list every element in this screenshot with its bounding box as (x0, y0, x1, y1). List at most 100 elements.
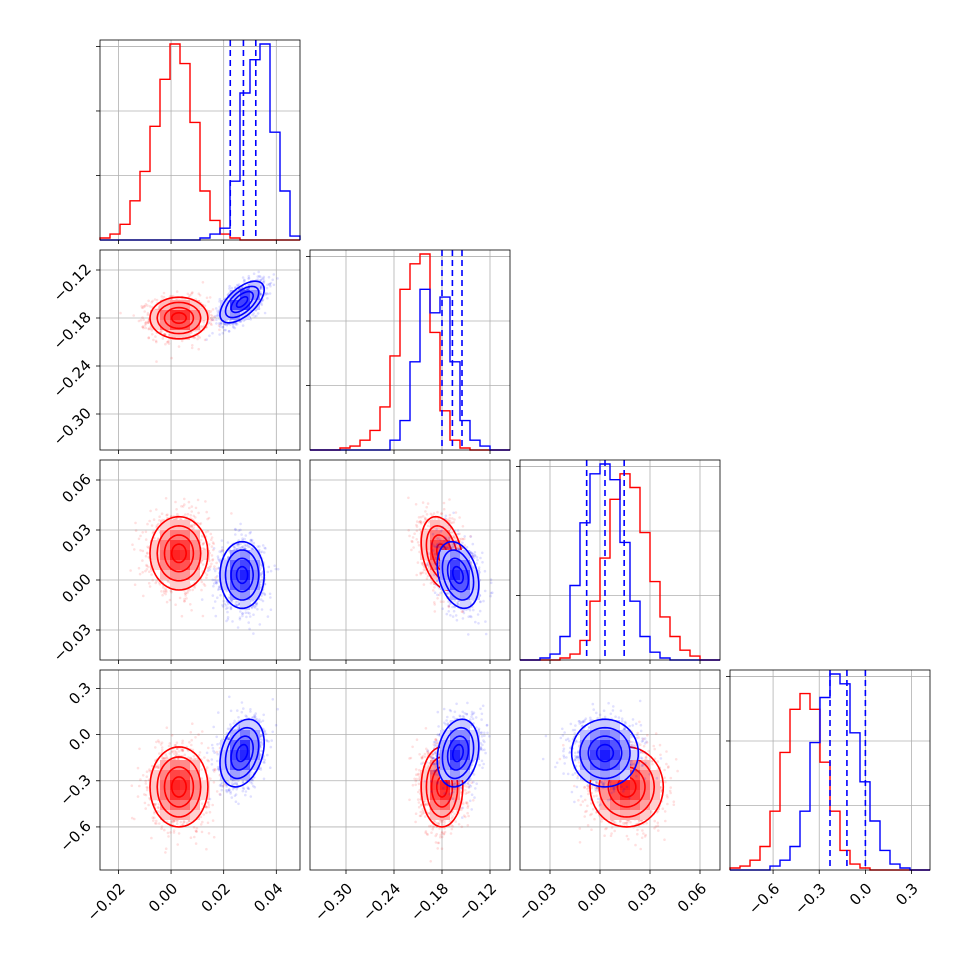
scatter-point (223, 602, 227, 606)
scatter-point (451, 517, 454, 520)
scatter-point (269, 596, 272, 599)
scatter-point (176, 512, 179, 516)
scatter-point (142, 304, 146, 308)
scatter-point (203, 584, 207, 587)
scatter-point (143, 324, 147, 327)
scatter-point (433, 586, 436, 589)
scatter-point (240, 546, 243, 549)
scatter-point (211, 559, 214, 562)
scatter-point (205, 576, 208, 579)
scatter-point (210, 538, 213, 541)
scatter-point (241, 546, 245, 549)
panel-1-0 (100, 250, 300, 450)
scatter-point (192, 514, 196, 518)
scatter-point (204, 530, 208, 534)
scatter-point (207, 321, 211, 325)
scatter-point (147, 336, 151, 339)
scatter-point (259, 286, 263, 289)
scatter-point (157, 522, 160, 526)
scatter-point (262, 281, 266, 285)
scatter-point (231, 620, 234, 623)
scatter-point (248, 531, 252, 535)
scatter-point (224, 328, 227, 332)
scatter-point (233, 286, 237, 290)
scatter-point (259, 279, 263, 282)
density-cell (240, 550, 250, 560)
scatter-point (256, 312, 260, 315)
scatter-point (243, 537, 246, 541)
scatter-point (146, 522, 149, 526)
scatter-point (255, 314, 258, 318)
scatter-point (250, 606, 254, 610)
density-cell (180, 560, 190, 570)
density-cell (180, 580, 190, 590)
scatter-point (410, 539, 414, 543)
scatter-point (190, 291, 194, 295)
scatter-point (196, 335, 200, 338)
scatter-point (222, 599, 225, 603)
scatter-point (253, 605, 256, 608)
density-cell (150, 320, 160, 330)
scatter-point (154, 581, 157, 585)
scatter-point (181, 297, 184, 301)
scatter-point (254, 604, 258, 607)
scatter-point (144, 538, 148, 541)
scatter-point (265, 286, 269, 290)
scatter-point (207, 543, 211, 546)
scatter-point (210, 323, 213, 327)
scatter-point (162, 291, 166, 295)
scatter-point (422, 520, 426, 524)
scatter-point (259, 571, 263, 575)
scatter-point (147, 336, 150, 340)
scatter-point (168, 295, 172, 298)
scatter-point (247, 621, 250, 624)
scatter-point (190, 524, 194, 527)
scatter-point (233, 545, 236, 549)
scatter-point (410, 548, 413, 552)
scatter-point (213, 600, 217, 603)
scatter-point (260, 563, 263, 567)
scatter-point (251, 547, 254, 551)
scatter-point (243, 279, 246, 282)
scatter-point (190, 293, 193, 296)
scatter-point (256, 608, 259, 611)
scatter-point (429, 512, 433, 516)
scatter-point (238, 616, 242, 619)
scatter-point (147, 299, 150, 303)
scatter-point (208, 296, 212, 299)
scatter-point (217, 324, 221, 327)
scatter-point (186, 591, 189, 595)
scatter-point (221, 605, 225, 608)
scatter-point (268, 592, 272, 596)
scatter-point (192, 526, 195, 529)
scatter-point (238, 546, 241, 550)
scatter-point (249, 530, 252, 534)
scatter-point (227, 330, 231, 333)
density-cell (240, 290, 250, 300)
scatter-point (241, 614, 244, 618)
scatter-point (218, 333, 221, 336)
scatter-point (203, 304, 207, 308)
scatter-point (148, 570, 151, 573)
scatter-point (256, 275, 260, 278)
scatter-point (236, 322, 239, 326)
scatter-point (231, 322, 235, 326)
scatter-point (119, 311, 122, 315)
scatter-point (202, 321, 206, 324)
scatter-point (190, 525, 194, 528)
scatter-point (246, 288, 249, 291)
scatter-point (253, 606, 257, 609)
scatter-point (233, 326, 237, 330)
scatter-point (211, 315, 214, 318)
scatter-point (249, 539, 252, 542)
scatter-point (165, 340, 169, 344)
scatter-point (199, 538, 203, 542)
scatter-point (171, 294, 175, 298)
scatter-point (193, 336, 196, 340)
scatter-point (226, 557, 230, 560)
scatter-point (164, 497, 168, 500)
scatter-point (194, 516, 197, 519)
contour-lines (149, 296, 209, 340)
density-cell (250, 580, 260, 590)
scatter-point (155, 340, 158, 344)
